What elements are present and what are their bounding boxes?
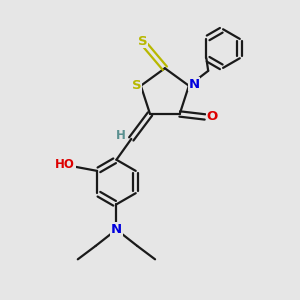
Text: HO: HO bbox=[55, 158, 75, 171]
Text: S: S bbox=[138, 34, 148, 48]
Text: N: N bbox=[189, 78, 200, 91]
Text: S: S bbox=[132, 79, 141, 92]
Text: O: O bbox=[207, 110, 218, 123]
Text: H: H bbox=[116, 130, 126, 142]
Text: N: N bbox=[111, 223, 122, 236]
